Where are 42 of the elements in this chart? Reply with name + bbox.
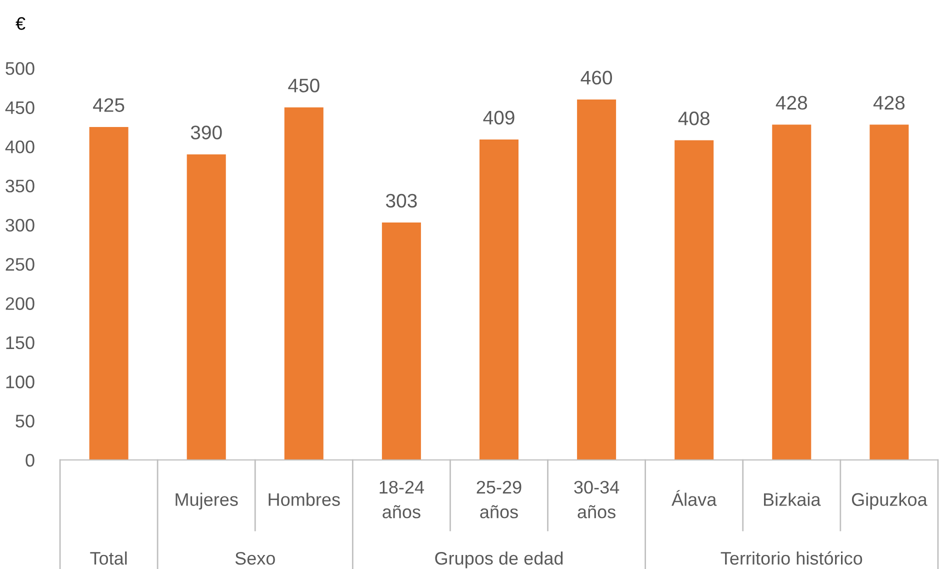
- text: Total: [90, 551, 127, 565]
- x-tick-label: Hombres: [268, 492, 340, 506]
- data-label: 460: [580, 70, 612, 85]
- text: Sexo: [235, 552, 275, 565]
- y-tick-label: 400: [5, 140, 34, 154]
- bar: [186, 154, 226, 460]
- x-tick-label: Gipuzkoa: [852, 492, 928, 510]
- y-tick-label: 300: [6, 218, 34, 232]
- x-tick-label: 30-34 años: [574, 480, 620, 518]
- x-tick-label: 18-24 años: [380, 480, 424, 518]
- bar: [870, 124, 909, 460]
- text: Territorio histórico: [720, 551, 862, 565]
- y-tick-label: 500: [6, 62, 34, 75]
- data-label: 303: [386, 194, 417, 208]
- y-axis-title: €: [16, 17, 26, 30]
- data-label: 390: [190, 126, 222, 140]
- data-label: 428: [873, 96, 905, 110]
- bar: [479, 139, 519, 460]
- y-tick-label: 50: [16, 414, 34, 428]
- y-tick-label: 250: [6, 258, 34, 271]
- data-label: 425: [93, 98, 124, 112]
- bar: [382, 222, 421, 460]
- bar: [284, 107, 324, 460]
- bar: [577, 100, 616, 460]
- data-label: 409: [483, 110, 514, 125]
- data-label: 408: [678, 112, 710, 126]
- y-tick-label: 150: [6, 336, 34, 350]
- y-tick-label: 200: [6, 297, 34, 310]
- y-tick-label: 450: [5, 101, 34, 114]
- x-tick-label: Mujeres: [176, 492, 238, 510]
- bar: [89, 126, 128, 460]
- y-tick-label: 100: [6, 376, 34, 388]
- x-tick-label: 25-29 años: [476, 480, 522, 518]
- y-tick-label: 0: [26, 454, 34, 467]
- data-label: 428: [776, 96, 808, 110]
- data-label: 450: [288, 78, 320, 92]
- x-tick-label: Álava: [672, 490, 717, 506]
- y-tick-label: 350: [6, 180, 34, 192]
- bar: [772, 124, 812, 460]
- bar: [674, 140, 714, 460]
- x-tick-label: Bizkaia: [764, 492, 821, 506]
- text: Grupos de edad: [435, 551, 563, 568]
